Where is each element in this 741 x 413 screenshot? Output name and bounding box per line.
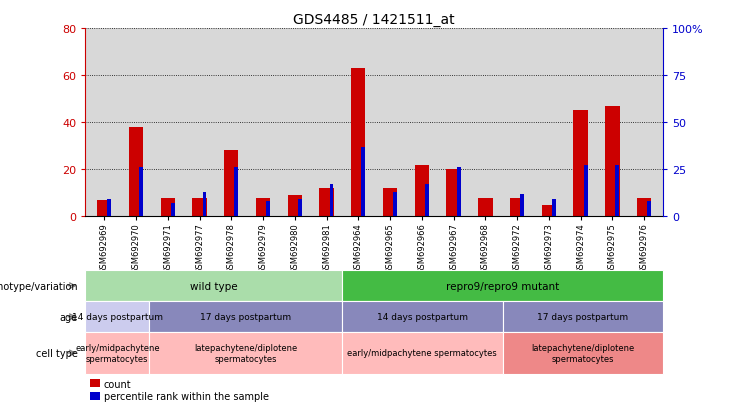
Bar — [584, 166, 588, 217]
Bar — [150, 332, 342, 374]
Legend: count, percentile rank within the sample: count, percentile rank within the sample — [90, 379, 269, 401]
Bar — [224, 151, 239, 217]
Bar — [129, 128, 143, 217]
Bar — [616, 166, 619, 217]
Bar — [161, 198, 175, 217]
Bar — [425, 185, 429, 217]
Bar — [342, 332, 502, 374]
Text: age: age — [60, 312, 78, 322]
Text: 14 days postpartum: 14 days postpartum — [377, 313, 468, 321]
Bar — [139, 168, 143, 217]
Text: wild type: wild type — [190, 281, 237, 291]
Text: early/midpachytene spermatocytes: early/midpachytene spermatocytes — [348, 349, 497, 358]
Bar — [234, 168, 238, 217]
Title: GDS4485 / 1421511_at: GDS4485 / 1421511_at — [293, 12, 455, 26]
Bar — [85, 332, 150, 374]
Bar — [647, 202, 651, 217]
Bar — [478, 198, 493, 217]
Text: 14 days postpartum: 14 days postpartum — [72, 313, 163, 321]
Text: genotype/variation: genotype/variation — [0, 281, 78, 291]
Bar — [393, 192, 397, 217]
Text: early/midpachytene
spermatocytes: early/midpachytene spermatocytes — [75, 344, 159, 363]
Bar — [574, 111, 588, 217]
Bar — [552, 200, 556, 217]
Bar — [502, 332, 663, 374]
Bar — [85, 271, 342, 301]
Text: 17 days postpartum: 17 days postpartum — [537, 313, 628, 321]
Bar — [446, 170, 461, 217]
Text: cell type: cell type — [36, 348, 78, 358]
Bar — [97, 200, 111, 217]
Bar — [150, 301, 342, 332]
Bar — [330, 185, 333, 217]
Bar — [342, 301, 502, 332]
Bar — [351, 69, 365, 217]
Bar — [415, 165, 429, 217]
Bar — [362, 147, 365, 217]
Bar — [342, 271, 663, 301]
Bar — [171, 204, 175, 217]
Bar — [107, 200, 111, 217]
Bar — [502, 301, 663, 332]
Text: latepachytene/diplotene
spermatocytes: latepachytene/diplotene spermatocytes — [194, 344, 297, 363]
Text: 17 days postpartum: 17 days postpartum — [200, 313, 291, 321]
Bar — [85, 301, 150, 332]
Bar — [542, 205, 556, 217]
Text: repro9/repro9 mutant: repro9/repro9 mutant — [446, 281, 559, 291]
Bar — [520, 194, 524, 217]
Bar — [605, 107, 619, 217]
Bar — [256, 198, 270, 217]
Bar — [637, 198, 651, 217]
Bar — [266, 202, 270, 217]
Bar — [456, 168, 460, 217]
Bar — [510, 198, 524, 217]
Bar — [298, 200, 302, 217]
Bar — [202, 192, 207, 217]
Bar — [383, 189, 397, 217]
Text: latepachytene/diplotene
spermatocytes: latepachytene/diplotene spermatocytes — [531, 344, 634, 363]
Bar — [193, 198, 207, 217]
Bar — [319, 189, 333, 217]
Bar — [288, 196, 302, 217]
